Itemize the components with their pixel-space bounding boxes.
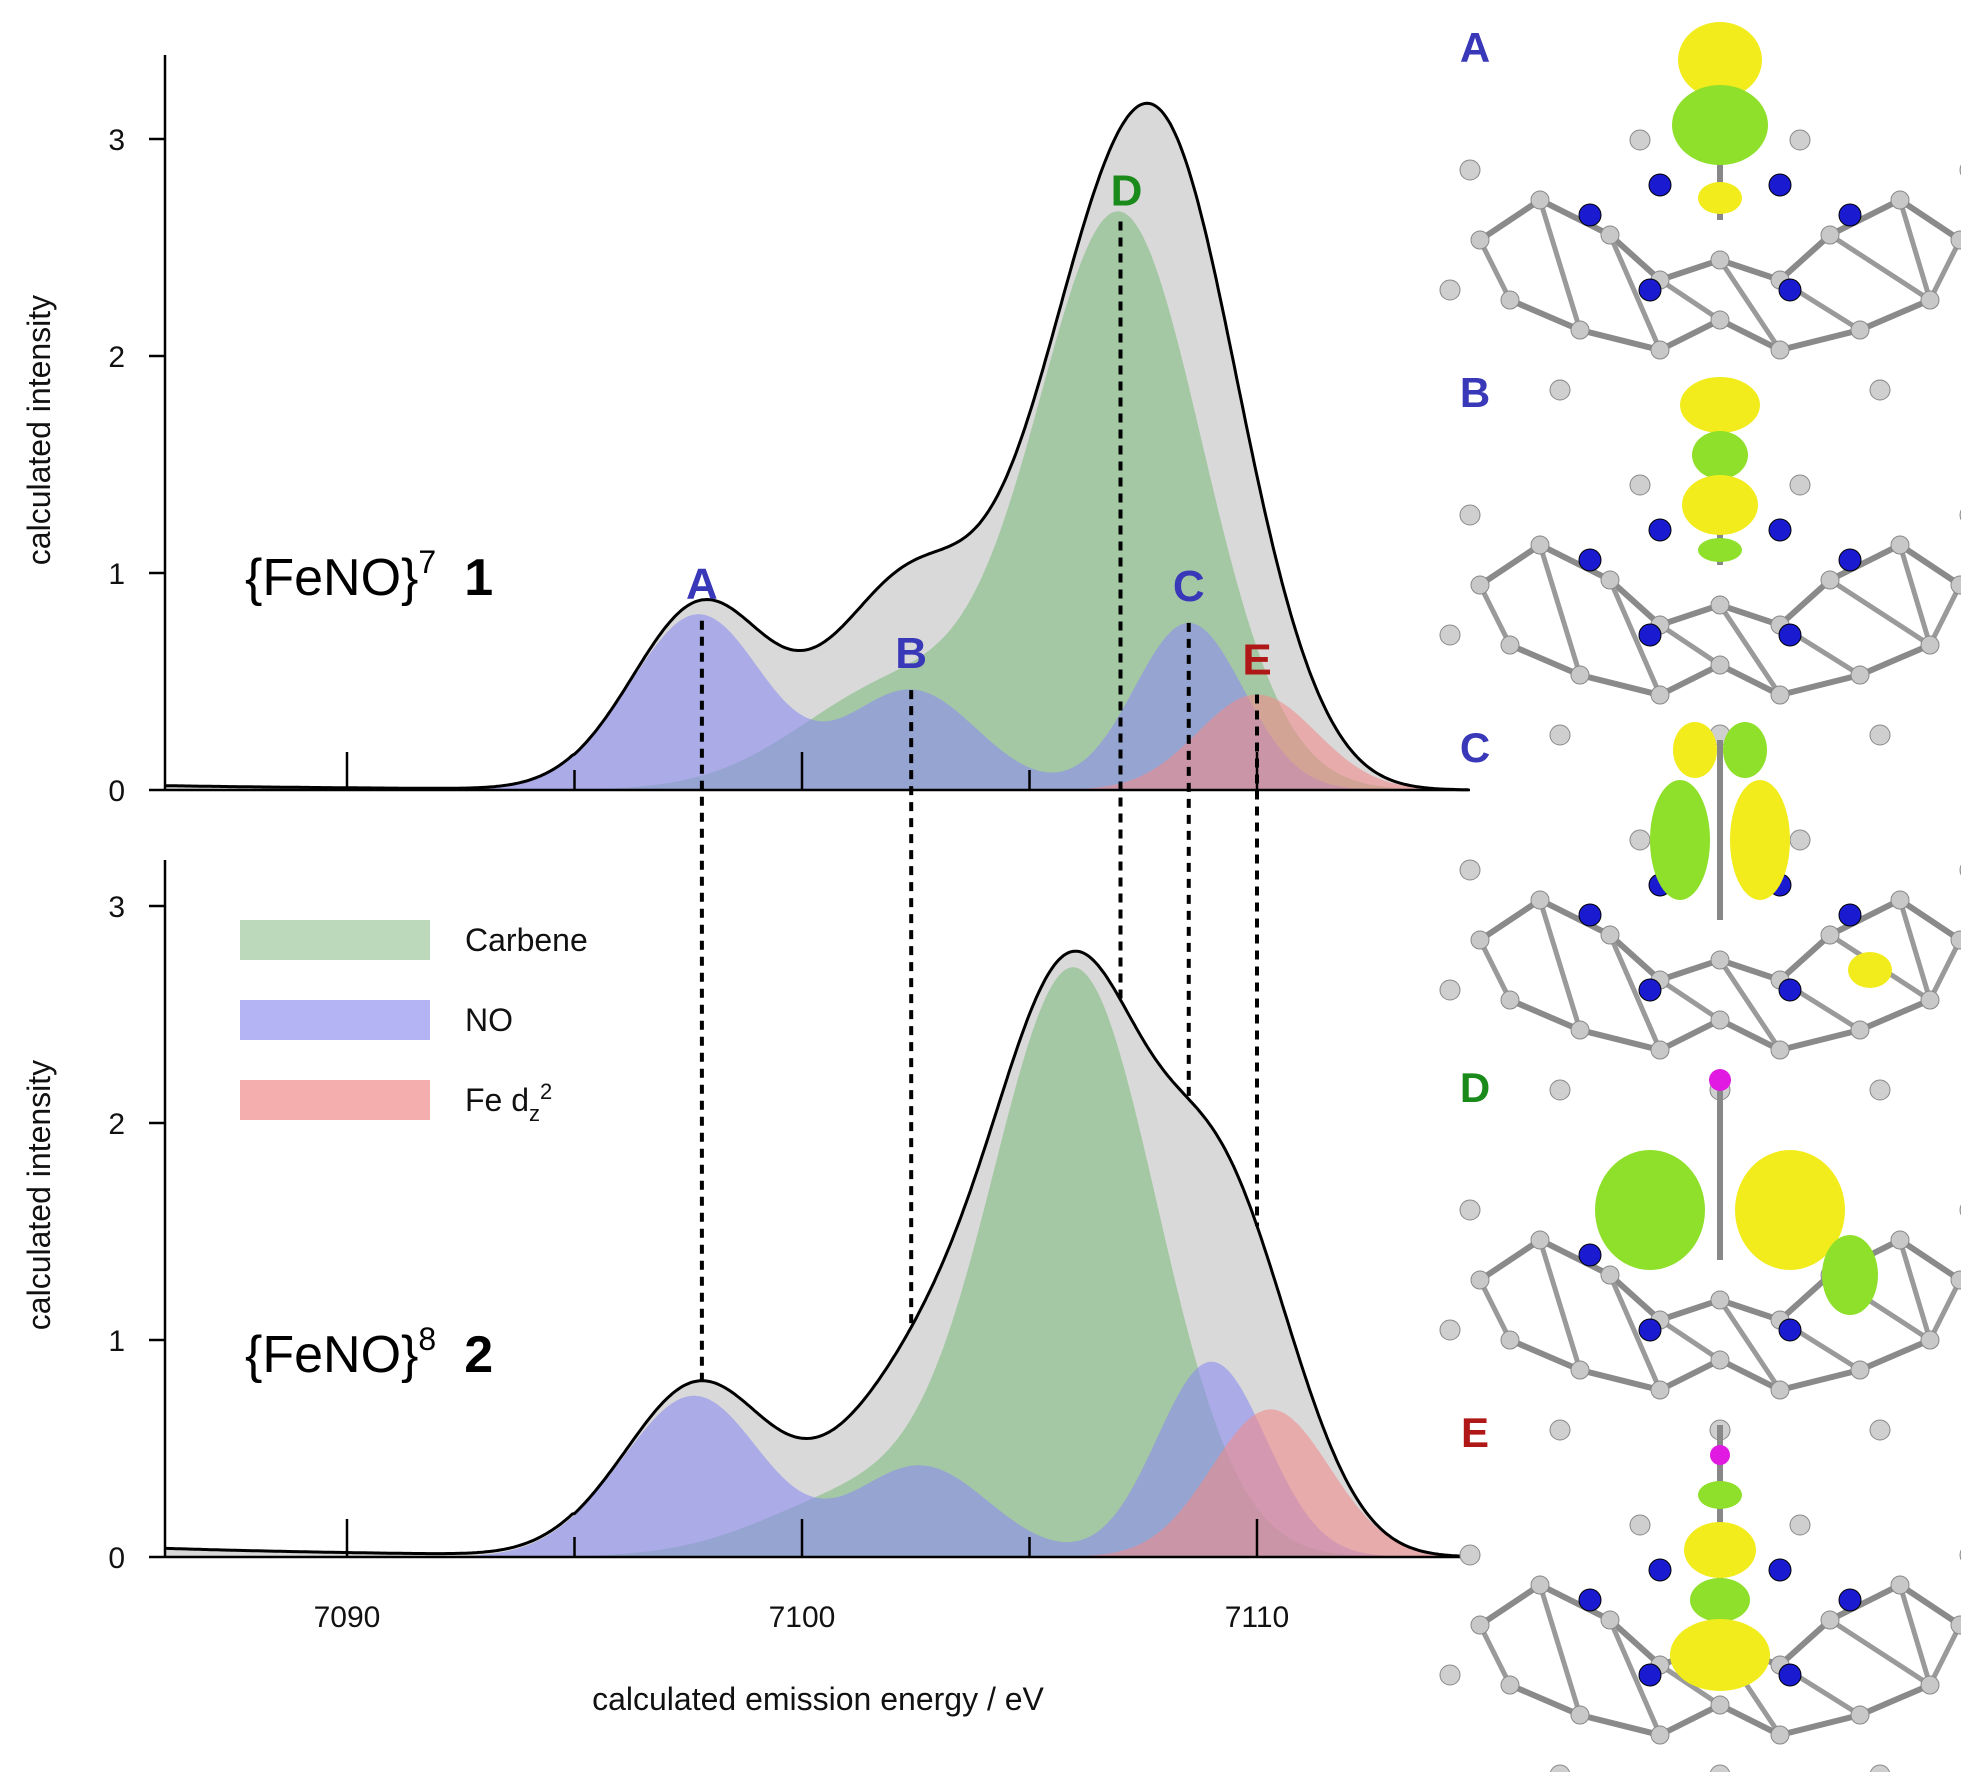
top-fe-dz2-area — [165, 694, 1469, 790]
bottom-spectrum-panel: 0 1 2 3 7090 7100 7110 calculated intensity ca… — [21, 860, 1470, 1717]
molecule-frame-c — [1439, 740, 1961, 1101]
panel-label-feno8: {FeNO}8 2 — [245, 1321, 493, 1384]
orbital-b: B — [1439, 369, 1961, 746]
top-y-tick-label: 0 — [108, 775, 125, 808]
molecule-frame-d — [1439, 1080, 1961, 1441]
top-y-tick-label: 3 — [108, 124, 125, 157]
top-spectrum-panel: 0 1 2 3 calculated intensity {FeNO}7 1 A B C D E — [21, 55, 1470, 808]
legend: Carbene NO Fe dz2 — [240, 920, 588, 1126]
orbital-label-d: D — [1460, 1064, 1490, 1111]
orbital-c: C — [1439, 722, 1961, 1101]
orbital-label-e: E — [1461, 1409, 1489, 1456]
orbital-lobes-c — [1650, 722, 1892, 988]
bottom-carbene-area — [165, 967, 1469, 1557]
orbital-lobes-e — [1670, 1445, 1770, 1691]
panel-label-feno7: {FeNO}7 1 — [245, 544, 493, 607]
x-tick-label: 7100 — [769, 1601, 836, 1634]
legend-label-carbene: Carbene — [465, 922, 588, 958]
orbital-lobes-b — [1680, 377, 1760, 562]
bottom-y-tick-label: 3 — [108, 891, 125, 924]
bottom-no-area — [165, 1361, 1469, 1557]
bottom-y-tick-label: 0 — [108, 1542, 125, 1575]
orbital-e: E — [1439, 1409, 1961, 1772]
top-y-axis-title: calculated intensity — [21, 295, 57, 565]
top-peak-labels: A B C D E — [686, 166, 1272, 684]
bottom-y-tick-label: 1 — [108, 1325, 125, 1358]
orbital-label-a: A — [1460, 24, 1490, 71]
orbital-label-b: B — [1460, 369, 1490, 416]
orbital-a: A — [1439, 22, 1961, 401]
orbital-label-c: C — [1460, 724, 1490, 771]
bottom-total-spectrum-line — [164, 949, 1469, 1558]
top-spectrum-areas — [165, 103, 1469, 791]
bottom-y-axis-title: calculated intensity — [21, 1060, 57, 1330]
bottom-spectrum-areas — [165, 951, 1469, 1557]
orbital-d: D — [1439, 1064, 1961, 1441]
orbital-illustrations: A B C D E — [1439, 22, 1961, 1772]
peak-label-e: E — [1242, 636, 1271, 685]
peak-label-b: B — [895, 629, 927, 678]
legend-label-fe-dz2: Fe dz2 — [465, 1079, 552, 1126]
legend-swatch-fe-dz2 — [240, 1080, 430, 1120]
legend-swatch-carbene — [240, 920, 430, 960]
legend-label-no: NO — [465, 1002, 513, 1038]
orbital-lobes-d — [1595, 1069, 1878, 1315]
top-total-spectrum-line — [165, 101, 1469, 792]
molecule-frame-b — [1439, 385, 1961, 746]
top-no-area — [165, 614, 1469, 790]
peak-label-d: D — [1111, 166, 1143, 215]
bottom-y-tick-label: 2 — [108, 1108, 125, 1141]
orbital-lobes-a — [1672, 22, 1768, 214]
bottom-axis-ticks: 0 1 2 3 7090 7100 7110 — [108, 891, 1289, 1634]
top-y-tick-label: 2 — [108, 341, 125, 374]
top-carbene-area — [165, 211, 1469, 791]
top-axis-ticks: 0 1 2 3 — [108, 124, 1259, 808]
peak-connector-lines — [699, 221, 1259, 1381]
bottom-fe-dz2-area — [165, 1409, 1469, 1557]
top-total-area — [165, 103, 1469, 791]
top-y-tick-label: 1 — [108, 558, 125, 591]
legend-swatch-no — [240, 1000, 430, 1040]
x-axis-title: calculated emission energy / eV — [592, 1681, 1044, 1717]
x-tick-label: 7110 — [1225, 1601, 1290, 1634]
peak-label-c: C — [1173, 562, 1205, 611]
peak-label-a: A — [686, 560, 718, 609]
x-tick-label: 7090 — [314, 1601, 381, 1634]
